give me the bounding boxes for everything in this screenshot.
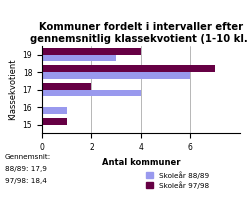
Legend: Skoleår 88/89, Skoleår 97/98: Skoleår 88/89, Skoleår 97/98 [144,168,212,191]
Text: Gennemsnit:: Gennemsnit: [5,154,51,160]
Bar [42,72,190,79]
Bar [42,90,141,96]
Text: 88/89: 17,9: 88/89: 17,9 [5,166,47,172]
Bar [42,107,67,114]
Title: Kommuner fordelt i intervaller efter
gennemsnitlig klassekvotient (1-10 kl.): Kommuner fordelt i intervaller efter gen… [30,22,247,44]
Bar [42,83,91,90]
Bar [42,118,67,125]
Y-axis label: Klassekvotient: Klassekvotient [8,59,17,120]
Bar [42,65,215,72]
Bar [42,48,141,55]
X-axis label: Antal kommuner: Antal kommuner [102,158,180,167]
Text: 97/98: 18,4: 97/98: 18,4 [5,178,47,184]
Bar [42,55,116,61]
